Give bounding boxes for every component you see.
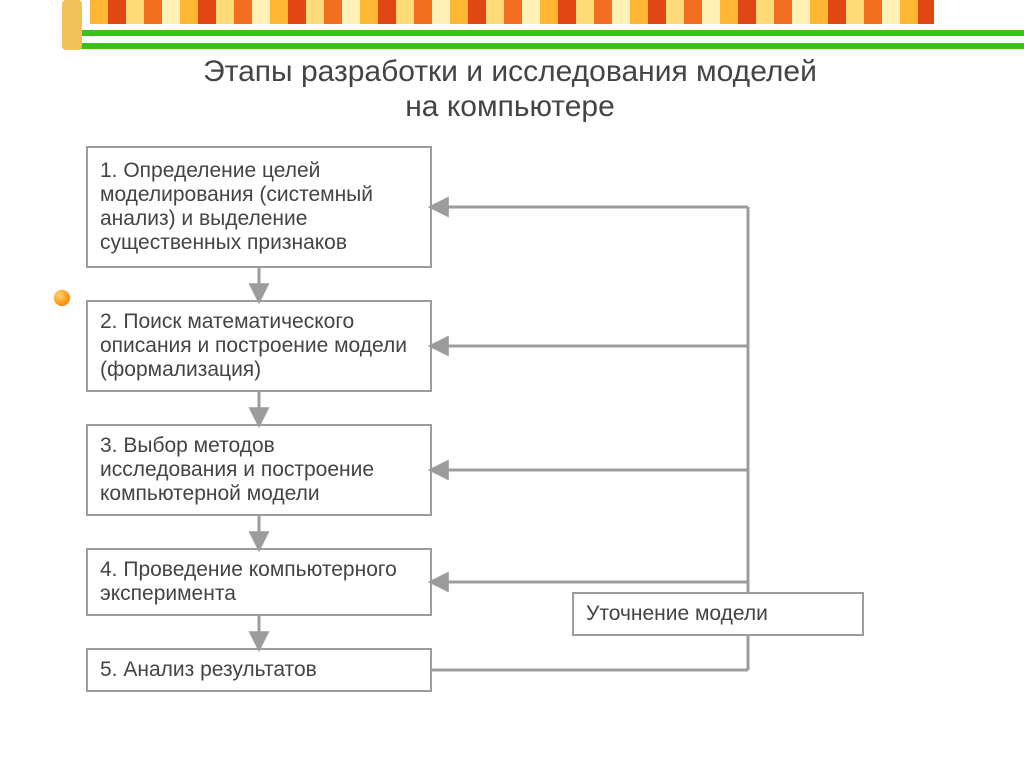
header-left-cap	[62, 0, 82, 50]
slide: { "canvas": { "width": 1024, "height": 7…	[0, 0, 1024, 767]
flowchart-node-n4: 4. Проведение компьютерного эксперимента	[86, 548, 432, 616]
header-pattern	[90, 0, 934, 24]
flowchart-node-label: 4. Проведение компьютерного эксперимента	[100, 558, 418, 606]
flowchart-node-nr: Уточнение модели	[572, 592, 864, 636]
slide-title: Этапы разработки и исследования моделейн…	[80, 55, 940, 124]
bullet-icon	[54, 290, 70, 306]
flowchart-node-label: 3. Выбор методов исследования и построен…	[100, 434, 418, 506]
header-green-line	[80, 30, 1024, 36]
flowchart-node-label: Уточнение модели	[586, 602, 768, 626]
flowchart-node-n5: 5. Анализ результатов	[86, 648, 432, 692]
flowchart-node-n3: 3. Выбор методов исследования и построен…	[86, 424, 432, 516]
flowchart-node-label: 5. Анализ результатов	[100, 658, 317, 682]
flowchart-node-n2: 2. Поиск математического описания и пост…	[86, 300, 432, 392]
header-green-line	[80, 43, 1024, 49]
flowchart-node-label: 2. Поиск математического описания и пост…	[100, 310, 418, 382]
header-banner	[0, 0, 1024, 24]
flowchart-node-n1: 1. Определение целей моделирования (сист…	[86, 146, 432, 268]
flowchart-node-label: 1. Определение целей моделирования (сист…	[100, 159, 418, 255]
